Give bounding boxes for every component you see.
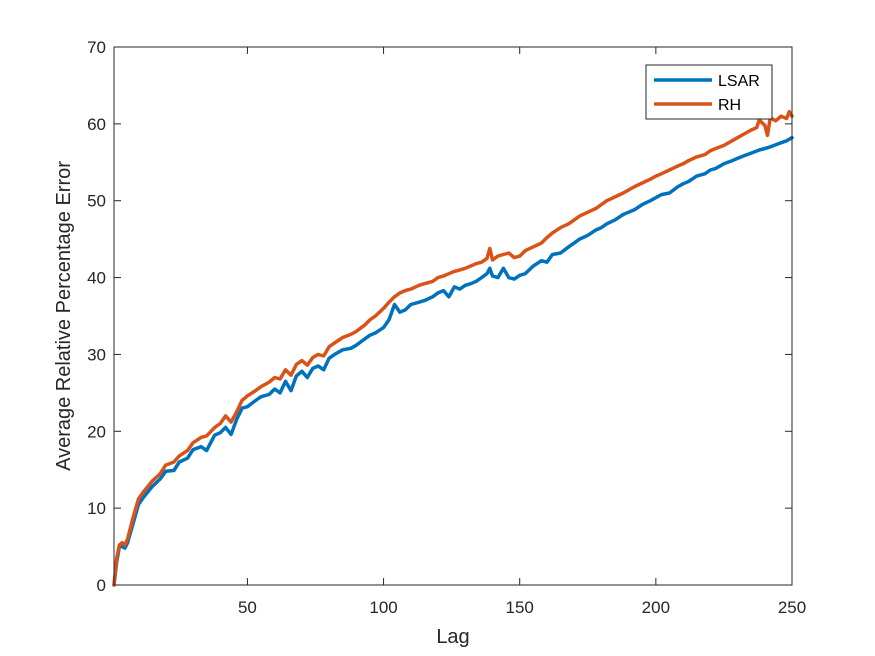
x-axis-ticks: 50 100 150 200 250 xyxy=(238,47,806,617)
y-axis-ticks: 0 10 20 30 40 50 60 70 xyxy=(87,38,792,595)
y-tick-label: 20 xyxy=(87,422,106,441)
x-tick-label: 200 xyxy=(642,598,670,617)
legend: LSAR RH xyxy=(645,64,773,120)
series-line-lsar xyxy=(112,135,794,587)
x-tick-label: 150 xyxy=(506,598,534,617)
y-tick-label: 60 xyxy=(87,115,106,134)
plot-area xyxy=(114,47,792,585)
legend-entry-rh: RH xyxy=(718,97,741,114)
x-tick-label: 250 xyxy=(778,598,806,617)
y-tick-label: 70 xyxy=(87,38,106,57)
series-layer xyxy=(112,109,794,587)
x-axis-label: Lag xyxy=(436,626,469,648)
axes-box xyxy=(113,46,793,586)
y-tick-label: 0 xyxy=(97,576,106,595)
series-line-rh xyxy=(112,109,794,587)
legend-entry-lsar: LSAR xyxy=(718,73,760,90)
y-axis-label: Average Relative Percentage Error xyxy=(53,161,75,471)
legend-box xyxy=(645,64,773,120)
x-tick-label: 100 xyxy=(369,598,397,617)
y-tick-label: 40 xyxy=(87,269,106,288)
y-tick-label: 10 xyxy=(87,499,106,518)
x-tick-label: 50 xyxy=(238,598,257,617)
y-tick-label: 50 xyxy=(87,192,106,211)
y-tick-label: 30 xyxy=(87,345,106,364)
